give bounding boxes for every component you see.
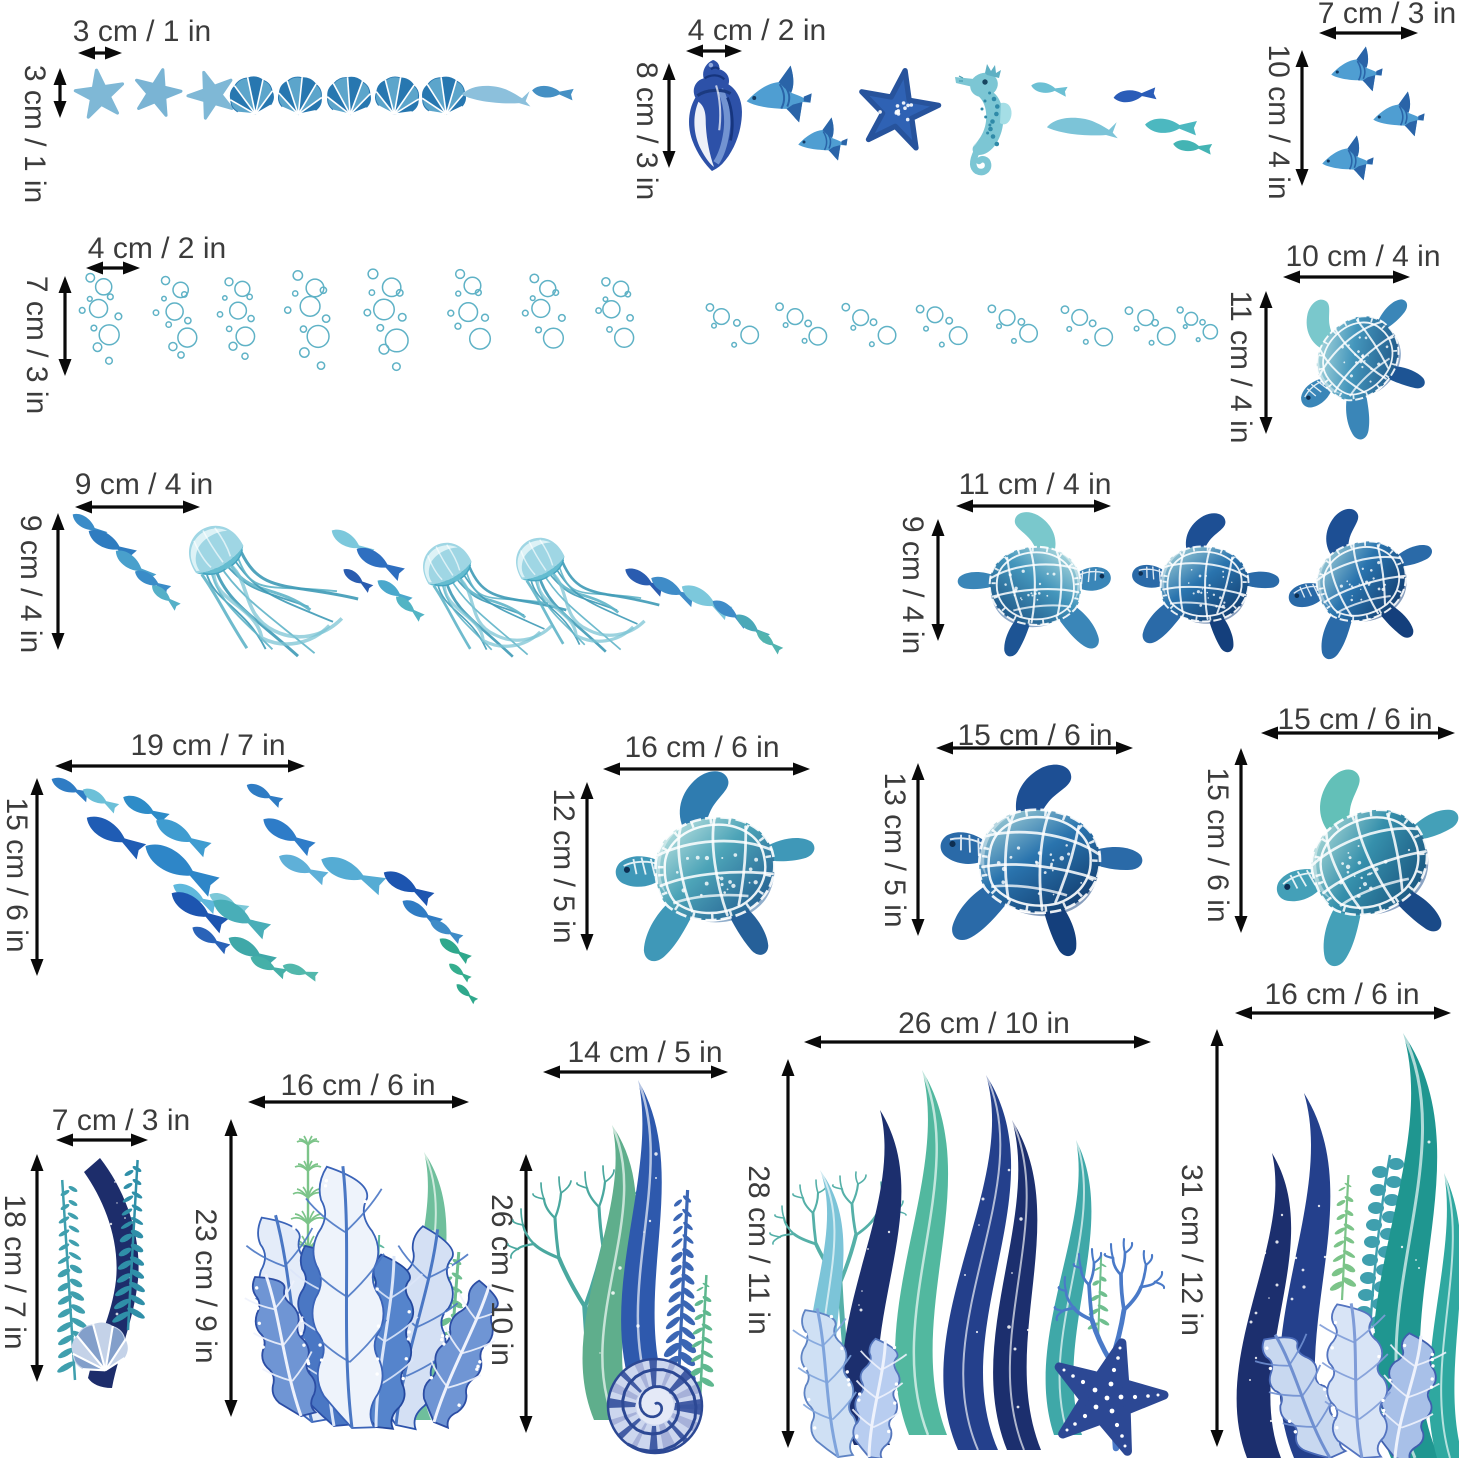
svg-text:4 cm / 2 in: 4 cm / 2 in	[88, 232, 226, 265]
svg-text:9 cm / 4 in: 9 cm / 4 in	[75, 468, 213, 501]
svg-text:31 cm / 12 in: 31 cm / 12 in	[1175, 1164, 1208, 1336]
svg-text:12 cm / 5 in: 12 cm / 5 in	[547, 788, 580, 943]
svg-text:13 cm / 5 in: 13 cm / 5 in	[878, 772, 911, 927]
svg-text:7 cm / 3 in: 7 cm / 3 in	[52, 1104, 190, 1137]
svg-text:10 cm / 4 in: 10 cm / 4 in	[1262, 44, 1295, 199]
svg-text:26 cm / 10 in: 26 cm / 10 in	[898, 1007, 1070, 1040]
svg-text:3 cm / 1 in: 3 cm / 1 in	[73, 15, 211, 48]
svg-text:4 cm / 2 in: 4 cm / 2 in	[688, 14, 826, 47]
svg-text:7 cm / 3 in: 7 cm / 3 in	[1318, 0, 1456, 30]
svg-text:28 cm / 11 in: 28 cm / 11 in	[742, 1165, 775, 1335]
svg-text:26 cm / 10 in: 26 cm / 10 in	[485, 1194, 518, 1366]
svg-text:10 cm / 4 in: 10 cm / 4 in	[1285, 240, 1440, 273]
svg-text:8 cm / 3 in: 8 cm / 3 in	[630, 62, 663, 200]
svg-text:3 cm / 1 in: 3 cm / 1 in	[18, 65, 51, 203]
svg-text:9 cm / 4 in: 9 cm / 4 in	[14, 515, 47, 653]
svg-text:16 cm / 6 in: 16 cm / 6 in	[1264, 978, 1419, 1011]
svg-text:15 cm / 6 in: 15 cm / 6 in	[1277, 703, 1432, 736]
svg-text:11 cm / 4 in: 11 cm / 4 in	[959, 468, 1112, 501]
svg-text:19 cm / 7 in: 19 cm / 7 in	[130, 729, 285, 762]
svg-text:16 cm / 6 in: 16 cm / 6 in	[280, 1069, 435, 1102]
svg-text:18 cm / 7 in: 18 cm / 7 in	[0, 1194, 31, 1349]
svg-text:16 cm / 6 in: 16 cm / 6 in	[624, 731, 779, 764]
svg-text:9 cm / 4 in: 9 cm / 4 in	[896, 516, 929, 654]
svg-text:11 cm / 4 in: 11 cm / 4 in	[1224, 291, 1257, 444]
svg-text:15 cm / 6 in: 15 cm / 6 in	[1201, 767, 1234, 922]
svg-text:7 cm / 3 in: 7 cm / 3 in	[20, 276, 53, 414]
svg-text:15 cm / 6 in: 15 cm / 6 in	[0, 797, 33, 952]
svg-text:14 cm / 5 in: 14 cm / 5 in	[567, 1036, 722, 1069]
svg-text:23 cm / 9 in: 23 cm / 9 in	[189, 1208, 222, 1363]
